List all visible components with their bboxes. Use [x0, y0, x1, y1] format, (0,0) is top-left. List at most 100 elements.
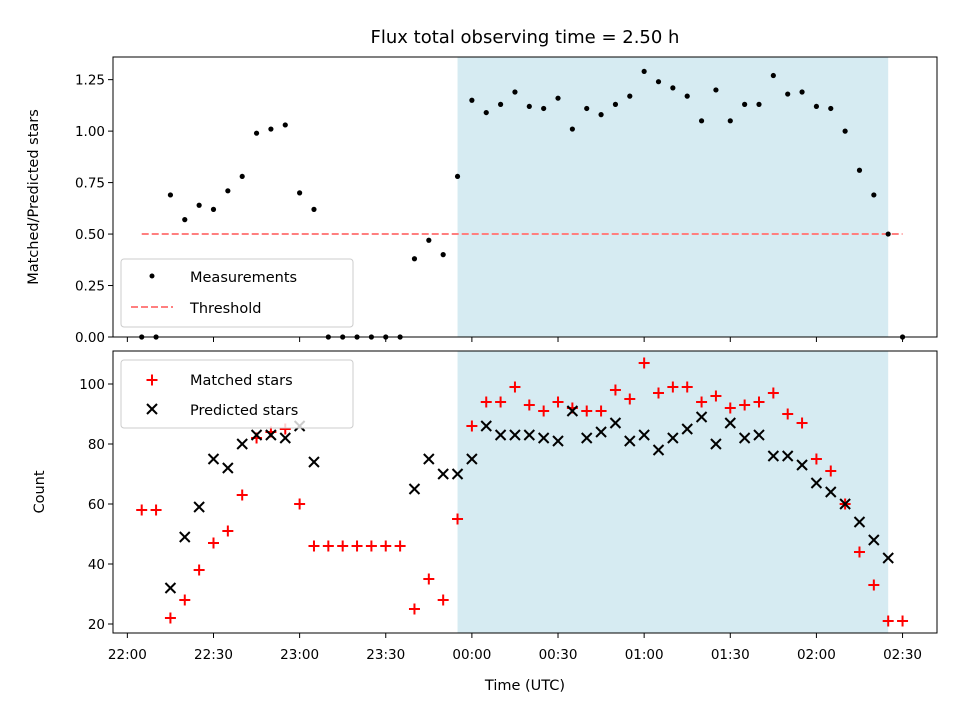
bottom-x-tick-label: 02:00 — [797, 647, 836, 663]
matched-star-point — [696, 396, 708, 408]
top-plot-frame — [112, 56, 938, 338]
matched-star-point — [509, 381, 521, 393]
legend-marker-predicted-stars — [146, 403, 158, 415]
predicted-star-point — [853, 516, 866, 528]
predicted-star-point — [652, 444, 665, 456]
matched-star-point — [380, 540, 392, 552]
predicted-star-point — [695, 411, 708, 423]
measurement-point — [727, 118, 733, 124]
top-panel: 0.00 0.25 0.50 0.75 1.00 1.25 Flux total obse… — [26, 27, 938, 346]
measurement-point — [253, 130, 260, 136]
measurement-point — [598, 112, 604, 118]
predicted-star-point — [624, 435, 636, 447]
predicted-stars-series — [164, 405, 894, 594]
matched-star-point — [667, 381, 679, 393]
matched-star-point — [825, 465, 837, 477]
top-y-tick-label: 1.00 — [75, 124, 105, 140]
matched-star-point — [724, 402, 736, 414]
measurement-point — [670, 85, 676, 91]
measurement-point — [871, 192, 877, 198]
predicted-star-point — [738, 432, 751, 444]
matched-star-point — [207, 537, 219, 549]
measurement-point — [612, 101, 619, 107]
predicted-star-point — [164, 582, 177, 594]
bottom-highlight-span — [457, 351, 889, 633]
matched-star-point — [408, 603, 420, 615]
top-y-tick-label: 0.25 — [75, 279, 105, 295]
measurement-point — [411, 256, 418, 262]
predicted-star-point — [408, 483, 421, 495]
measurement-point — [584, 105, 590, 112]
measurement-point — [526, 103, 532, 110]
predicted-star-point — [250, 429, 263, 441]
measurement-point — [497, 101, 504, 107]
top-legend-box — [120, 258, 354, 328]
bottom-x-tick-label: 00:30 — [539, 647, 578, 663]
matched-star-point — [681, 381, 693, 393]
matched-star-point — [452, 513, 464, 525]
measurement-point — [167, 192, 174, 198]
bottom-y-tick-label: 100 — [79, 377, 105, 393]
matched-star-point — [810, 453, 822, 465]
measurement-point — [440, 252, 446, 258]
predicted-star-point — [423, 453, 435, 465]
predicted-star-point — [265, 429, 277, 441]
matched-star-point — [337, 540, 349, 552]
measurement-point — [225, 188, 231, 194]
matched-star-point — [308, 540, 320, 552]
legend-label-matched-stars: Matched stars — [190, 373, 293, 389]
bottom-y-tick-label: 60 — [88, 497, 105, 513]
top-y-tick-label: 0.75 — [75, 176, 105, 192]
measurement-point — [483, 109, 489, 116]
bottom-x-tick-label: 22:30 — [194, 647, 233, 663]
matched-star-point — [150, 504, 162, 516]
matched-star-point — [164, 612, 176, 624]
bottom-x-tick-label: 02:30 — [883, 647, 922, 663]
bottom-legend: Matched stars Predicted stars — [120, 359, 354, 429]
measurement-point — [297, 190, 303, 196]
bottom-x-tick-label: 23:00 — [280, 647, 319, 663]
predicted-star-point — [509, 429, 521, 441]
bottom-x-tick-label: 23:30 — [366, 647, 405, 663]
matched-star-point — [193, 564, 205, 576]
measurement-point — [454, 173, 461, 180]
matched-star-point — [394, 540, 406, 552]
matched-star-point — [609, 384, 621, 396]
predicted-star-point — [279, 432, 291, 444]
matched-star-point — [581, 405, 593, 417]
bottom-y-axis-label: Count — [32, 470, 48, 513]
predicted-star-point — [193, 501, 205, 513]
measurements-series — [139, 68, 906, 340]
x-axis-label: Time (UTC) — [484, 678, 565, 694]
predicted-star-point — [236, 438, 248, 450]
measurement-point — [268, 126, 274, 132]
matched-star-point — [710, 390, 722, 402]
predicted-star-point — [638, 429, 650, 441]
predicted-star-point — [710, 438, 722, 450]
bottom-y-tick-label: 80 — [88, 437, 105, 453]
predicted-star-point — [753, 429, 765, 441]
measurement-point — [196, 202, 202, 208]
predicted-star-point — [810, 477, 823, 489]
top-y-tick-label: 0.00 — [75, 330, 105, 346]
predicted-star-point — [222, 462, 234, 474]
predicted-star-point — [494, 429, 507, 441]
predicted-star-point — [868, 534, 880, 546]
measurement-point — [655, 79, 662, 85]
predicted-star-point — [566, 405, 579, 417]
matched-star-point — [437, 594, 449, 606]
top-y-axis: 0.00 0.25 0.50 0.75 1.00 1.25 — [75, 73, 113, 346]
matched-star-point — [552, 396, 564, 408]
measurement-point — [856, 167, 863, 173]
predicted-star-point — [437, 468, 449, 480]
bottom-legend-box — [120, 359, 354, 429]
measurement-point — [541, 105, 547, 112]
matched-star-point — [595, 405, 607, 417]
measurement-point — [799, 89, 805, 95]
predicted-star-point — [796, 459, 808, 471]
bottom-x-tick-label: 01:30 — [711, 647, 750, 663]
matched-star-point — [365, 540, 377, 552]
predicted-star-point — [581, 432, 593, 444]
bottom-y-tick-label: 20 — [88, 617, 105, 633]
